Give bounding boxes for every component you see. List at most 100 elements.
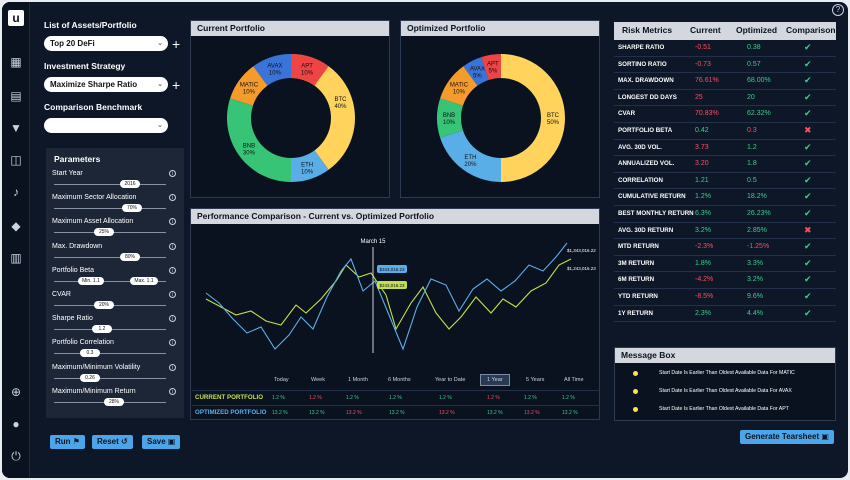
slider-thumb[interactable]: 0.3	[80, 349, 100, 358]
bell-icon[interactable]: ♪	[13, 185, 19, 199]
risk-metric-row: ANNUALIZED VOL. 3.20 1.8 ✔	[614, 156, 836, 173]
slider-thumb[interactable]: 80%	[120, 252, 140, 261]
check-icon: ✔	[804, 75, 812, 86]
slider-track[interactable]	[54, 377, 166, 379]
slider-track[interactable]	[54, 280, 166, 282]
time-tab[interactable]: Today	[274, 377, 289, 383]
slice-apt[interactable]	[291, 54, 329, 86]
slice-matic[interactable]	[440, 66, 478, 106]
metric-optimized: 9.6%	[747, 293, 763, 300]
slider-thumb[interactable]: 1.2	[92, 325, 112, 334]
risk-metric-row: PORTFOLIO BETA 0.42 0.3 ✖	[614, 123, 836, 140]
slice-bnb[interactable]	[227, 98, 291, 182]
info-icon[interactable]: i	[169, 218, 176, 226]
slice-pct: 40%	[334, 104, 347, 110]
reset-button[interactable]: Reset ↺	[92, 435, 133, 449]
slice-apt[interactable]	[481, 54, 501, 80]
slice-btc[interactable]	[501, 54, 565, 182]
parameter-item: Maximum/Minimum Return i 28%	[52, 387, 178, 412]
save-button[interactable]: Save ▣	[142, 435, 181, 449]
grid-icon[interactable]: ▦	[10, 55, 22, 69]
info-icon[interactable]: i	[169, 242, 176, 250]
metric-name: MTD RETURN	[618, 243, 659, 251]
metric-optimized: 0.38	[747, 44, 761, 51]
slice-label: MATIC	[450, 82, 469, 88]
slice-btc[interactable]	[291, 54, 355, 170]
time-tab[interactable]: 1 Year	[480, 374, 510, 386]
slider-thumb[interactable]: 0.26	[80, 373, 100, 382]
metric-name: 6M RETURN	[618, 276, 655, 284]
message-item: Start Date Is Earlier Than Oldest Availa…	[615, 402, 837, 419]
slider-thumb[interactable]: 2016	[120, 180, 140, 188]
power-icon[interactable]: ⏻	[11, 448, 21, 463]
metric-name: CORRELATION	[618, 176, 663, 184]
slice-matic[interactable]	[230, 66, 268, 106]
database-icon[interactable]: ◫	[10, 153, 22, 167]
logo-icon[interactable]: u	[8, 10, 24, 26]
slider-thumb[interactable]: Min. 1.1	[78, 276, 104, 285]
slice-label: BNB	[243, 144, 255, 150]
metric-optimized: 1.2	[747, 143, 757, 151]
add-strategy-icon[interactable]: +	[172, 76, 181, 93]
info-icon[interactable]: i	[169, 170, 176, 177]
generate-tearsheet-button[interactable]: Generate Tearsheet ▣	[740, 430, 834, 444]
slider-thumb[interactable]: 70%	[122, 204, 142, 213]
assets-select[interactable]: Top 20 DeFi ⌄	[44, 36, 168, 51]
globe-icon[interactable]: ⊕	[10, 385, 22, 399]
filter-icon[interactable]: ▼	[10, 121, 22, 135]
add-portfolio-icon[interactable]: +	[172, 35, 181, 52]
slider-thumb[interactable]: 25%	[94, 228, 114, 237]
tooltip-text: $243,016.23	[379, 283, 405, 288]
time-tab[interactable]: All Time	[564, 377, 584, 383]
help-icon[interactable]: ?	[832, 4, 844, 16]
performance-value: 13.2 %	[346, 410, 362, 416]
slice-eth[interactable]	[291, 150, 329, 182]
optimized-col-header: Optimized	[736, 25, 778, 35]
time-tab[interactable]: 6 Months	[388, 377, 411, 383]
message-text: Start Date Is Earlier Than Oldest Availa…	[659, 388, 792, 394]
slider-track[interactable]	[54, 184, 166, 185]
parameter-label: Maximum/Minimum Volatility	[52, 363, 141, 371]
slider-track[interactable]	[54, 353, 166, 355]
slider-track[interactable]	[54, 256, 166, 258]
performance-value: 1.2 %	[272, 395, 285, 401]
slider-thumb[interactable]: 28%	[104, 397, 124, 406]
check-icon: ✔	[804, 91, 812, 102]
run-button[interactable]: Run ⚑	[50, 435, 85, 449]
info-icon[interactable]: i	[169, 266, 176, 274]
strategy-select[interactable]: Maximize Sharpe Ratio ⌄	[44, 77, 168, 92]
calendar-icon[interactable]: ▤	[10, 89, 22, 103]
slider-thumb[interactable]: 20%	[94, 300, 114, 309]
metric-current: 3.20	[695, 160, 709, 168]
info-icon[interactable]: i	[169, 363, 176, 371]
message-item: Start Date Is Earlier Than Oldest Availa…	[615, 384, 837, 401]
time-tab[interactable]: 1 Month	[348, 377, 368, 383]
cross-icon: ✖	[804, 125, 812, 135]
info-icon[interactable]: i	[169, 315, 176, 323]
info-icon[interactable]: i	[169, 387, 176, 395]
check-icon: ✔	[804, 108, 812, 119]
risk-metric-row: SHARPE RATIO -0.51 0.38 ✔	[614, 40, 836, 57]
slider-thumb-max[interactable]: Max. 1.1	[130, 276, 158, 285]
time-tab[interactable]: Year to Date	[435, 377, 466, 383]
info-icon[interactable]: i	[169, 339, 176, 347]
user-icon[interactable]: ●	[12, 417, 20, 431]
slice-eth[interactable]	[440, 130, 501, 182]
info-icon[interactable]: i	[169, 194, 176, 202]
risk-metric-row: LONGEST DD DAYS 25 20 ✔	[614, 90, 836, 107]
risk-metric-row: CORRELATION 1.21 0.5 ✔	[614, 173, 836, 190]
info-icon[interactable]: i	[169, 290, 176, 298]
slice-avax[interactable]	[253, 54, 291, 86]
slice-avax[interactable]	[463, 57, 489, 86]
bar-chart-icon[interactable]: ▥	[10, 251, 22, 265]
time-tab[interactable]: 5 Years	[526, 377, 545, 383]
slice-bnb[interactable]	[437, 98, 463, 138]
current-portfolio-title: Current Portfolio	[191, 21, 389, 36]
metric-name: LONGEST DD DAYS	[618, 93, 677, 101]
ethereum-icon[interactable]: ◆	[11, 219, 21, 233]
time-tab[interactable]: Week	[311, 377, 325, 383]
warning-dot-icon	[633, 371, 638, 376]
slider-track[interactable]	[54, 208, 166, 210]
benchmark-select[interactable]: ⌄	[44, 118, 168, 133]
